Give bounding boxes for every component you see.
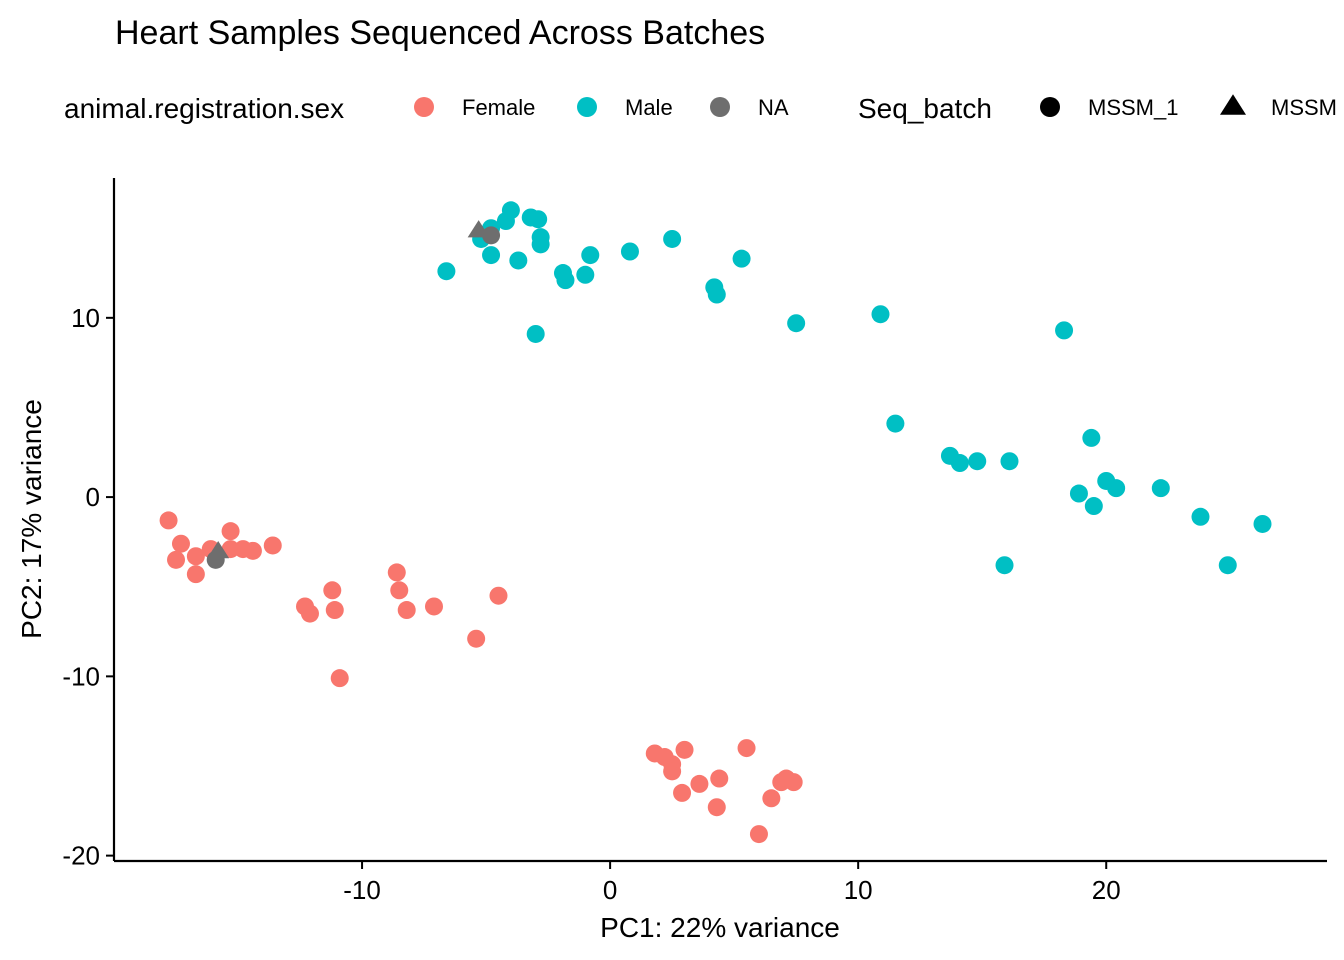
legend-label-na: NA — [758, 95, 789, 120]
legend-color-items: Female Male NA — [414, 95, 789, 120]
x-tick-label: 0 — [603, 875, 617, 905]
data-point — [663, 229, 682, 248]
data-point — [762, 789, 781, 808]
legend-shape-title: Seq_batch — [858, 93, 992, 124]
data-point — [501, 201, 520, 220]
legend-label-female: Female — [462, 95, 535, 120]
data-point — [167, 550, 186, 569]
data-point — [581, 246, 600, 265]
data-point — [1253, 514, 1272, 533]
data-point — [171, 534, 190, 553]
data-point — [1069, 484, 1088, 503]
data-point — [787, 314, 806, 333]
data-point — [620, 242, 639, 261]
data-point — [690, 774, 709, 793]
data-point — [1107, 479, 1126, 498]
data-point — [710, 769, 729, 788]
data-point — [300, 604, 319, 623]
legend-shape-items: MSSM_1 MSSM — [1040, 94, 1337, 120]
legend-label-male: Male — [625, 95, 673, 120]
data-point — [526, 324, 545, 343]
data-point — [749, 825, 768, 844]
data-point — [968, 452, 987, 471]
data-point — [732, 249, 751, 268]
data-point — [1218, 556, 1237, 575]
data-point — [663, 762, 682, 781]
data-point — [1151, 479, 1170, 498]
data-point — [707, 798, 726, 817]
data-point — [489, 586, 508, 605]
legend-key-na — [710, 97, 730, 117]
legend-key-circle — [1040, 97, 1060, 117]
x-axis-label: PC1: 22% variance — [600, 912, 840, 943]
data-point — [424, 597, 443, 616]
data-point — [556, 271, 575, 290]
data-point — [330, 669, 349, 688]
data-point — [186, 547, 205, 566]
data-point — [482, 246, 501, 265]
data-point — [995, 556, 1014, 575]
x-tick-label: -10 — [343, 875, 381, 905]
x-axis-ticks: -10 0 10 20 — [343, 861, 1121, 905]
data-point — [482, 226, 501, 245]
data-point — [437, 262, 456, 281]
data-point — [576, 265, 595, 284]
data-point — [159, 511, 178, 530]
plot-points — [159, 201, 1272, 844]
data-point — [325, 601, 344, 620]
data-point — [531, 235, 550, 254]
data-point — [509, 251, 528, 270]
data-point — [243, 541, 262, 560]
data-point — [737, 739, 756, 758]
data-point — [950, 454, 969, 473]
legend-color-title: animal.registration.sex — [64, 93, 344, 124]
data-point — [886, 414, 905, 433]
legend-key-female — [414, 97, 434, 117]
data-point — [221, 522, 240, 541]
x-tick-label: 20 — [1092, 875, 1121, 905]
legend: animal.registration.sex Female Male NA Seq… — [64, 93, 1337, 124]
legend-label-mssm-1: MSSM_1 — [1088, 95, 1178, 120]
data-point — [871, 305, 890, 324]
data-point — [1191, 507, 1210, 526]
data-point — [707, 285, 726, 304]
data-point-triangle — [207, 540, 230, 559]
data-point — [673, 783, 692, 802]
x-tick-label: 10 — [844, 875, 873, 905]
data-point — [675, 740, 694, 759]
data-point — [1000, 452, 1019, 471]
data-point — [529, 210, 548, 229]
data-point — [1084, 497, 1103, 516]
y-tick-label: 0 — [86, 482, 100, 512]
data-point — [1055, 321, 1074, 340]
chart-title: Heart Samples Sequenced Across Batches — [115, 14, 765, 52]
data-point — [397, 601, 416, 620]
data-point — [323, 581, 342, 600]
data-point-triangle — [467, 220, 490, 238]
data-point — [784, 773, 803, 792]
data-point — [387, 563, 406, 582]
y-axis-ticks: -20 -10 0 10 — [62, 303, 114, 871]
y-axis-label: PC2: 17% variance — [16, 399, 47, 639]
data-point — [186, 565, 205, 584]
y-tick-label: -20 — [62, 841, 100, 871]
legend-key-triangle — [1220, 94, 1246, 115]
legend-key-male — [577, 97, 597, 117]
data-point — [467, 629, 486, 648]
y-tick-label: -10 — [62, 661, 100, 691]
legend-label-mssm: MSSM — [1271, 95, 1337, 120]
data-point — [263, 536, 282, 555]
data-point — [390, 581, 409, 600]
y-tick-label: 10 — [71, 303, 100, 333]
data-point — [1082, 428, 1101, 447]
